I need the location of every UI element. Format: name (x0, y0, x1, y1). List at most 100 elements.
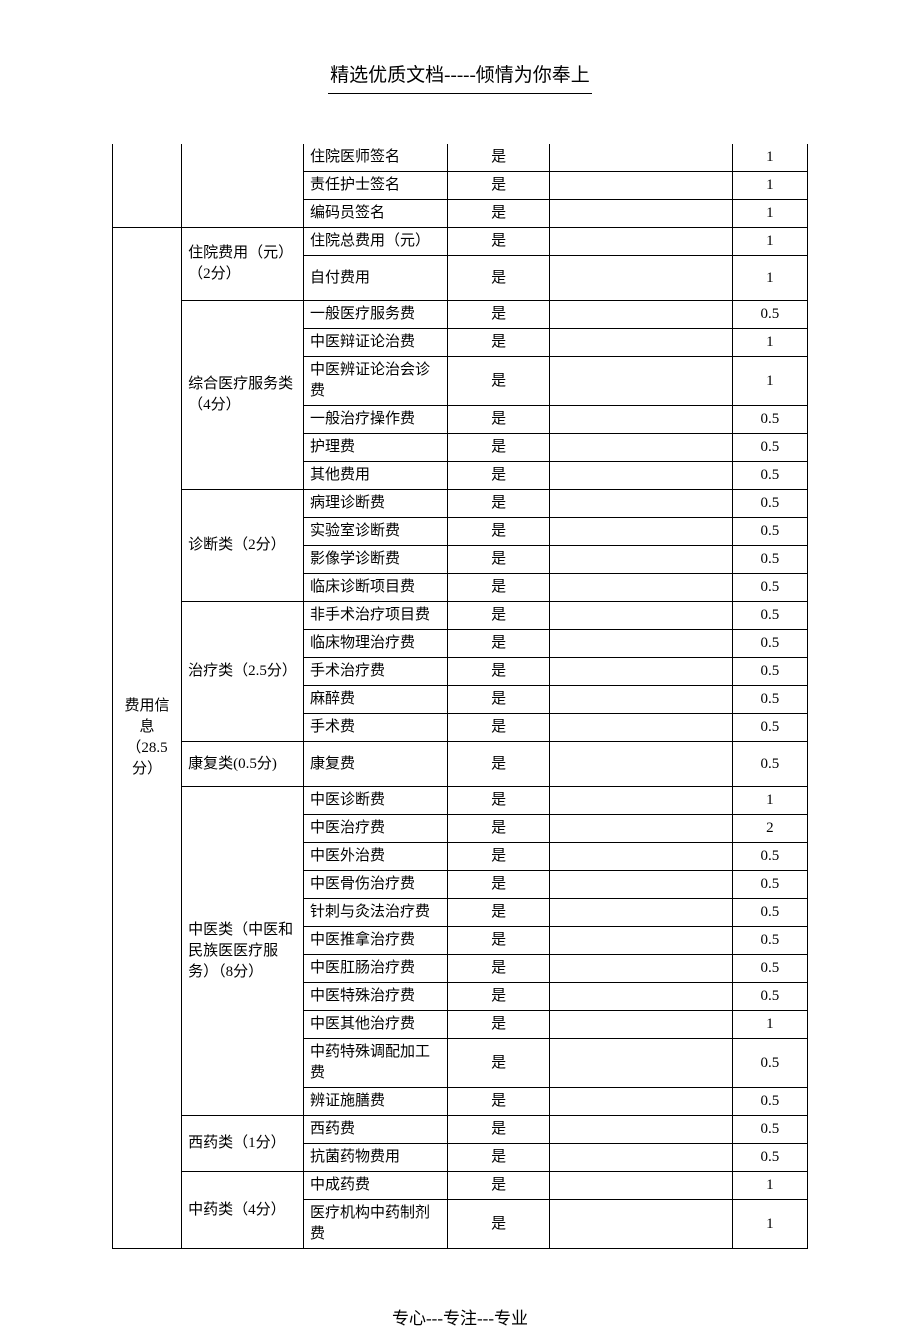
score-cell: 0.5 (732, 1088, 807, 1116)
group-label: 治疗类（2.5分） (182, 602, 304, 742)
blank-cell (549, 1200, 732, 1249)
yes-cell: 是 (448, 955, 550, 983)
score-cell: 0.5 (732, 658, 807, 686)
yes-cell: 是 (448, 843, 550, 871)
blank-cell (549, 658, 732, 686)
score-cell: 1 (732, 228, 807, 256)
yes-cell: 是 (448, 256, 550, 301)
score-cell: 0.5 (732, 301, 807, 329)
yes-cell: 是 (448, 1200, 550, 1249)
item-name-cell: 临床物理治疗费 (304, 630, 448, 658)
blank-cell (549, 602, 732, 630)
score-cell: 1 (732, 1011, 807, 1039)
yes-cell: 是 (448, 490, 550, 518)
blank-cell (549, 406, 732, 434)
yes-cell: 是 (448, 546, 550, 574)
blank-cell (549, 899, 732, 927)
yes-cell: 是 (448, 815, 550, 843)
score-cell: 0.5 (732, 843, 807, 871)
score-cell: 0.5 (732, 406, 807, 434)
yes-cell: 是 (448, 686, 550, 714)
blank-cell (549, 518, 732, 546)
item-name-cell: 实验室诊断费 (304, 518, 448, 546)
blank-cell (549, 630, 732, 658)
blank-cell (549, 1088, 732, 1116)
item-name-cell: 一般治疗操作费 (304, 406, 448, 434)
blank-cell (549, 301, 732, 329)
yes-cell: 是 (448, 1172, 550, 1200)
blank-cell (549, 742, 732, 787)
item-name-cell: 中医其他治疗费 (304, 1011, 448, 1039)
blank-cell (549, 983, 732, 1011)
yes-cell: 是 (448, 658, 550, 686)
item-name-cell: 护理费 (304, 434, 448, 462)
score-cell: 0.5 (732, 1144, 807, 1172)
blank-cell (549, 843, 732, 871)
item-name-cell: 中医骨伤治疗费 (304, 871, 448, 899)
group-label: 中药类（4分） (182, 1172, 304, 1249)
yes-cell: 是 (448, 742, 550, 787)
score-cell: 1 (732, 256, 807, 301)
score-cell: 0.5 (732, 1116, 807, 1144)
item-name-cell: 非手术治疗项目费 (304, 602, 448, 630)
item-name-cell: 麻醉费 (304, 686, 448, 714)
item-name-cell: 辨证施膳费 (304, 1088, 448, 1116)
item-name-cell: 抗菌药物费用 (304, 1144, 448, 1172)
yes-cell: 是 (448, 434, 550, 462)
blank-cell (549, 815, 732, 843)
blank-cell (549, 574, 732, 602)
yes-cell: 是 (448, 574, 550, 602)
item-name-cell: 手术费 (304, 714, 448, 742)
section-cell-prev1 (113, 144, 182, 228)
score-cell: 0.5 (732, 434, 807, 462)
yes-cell: 是 (448, 714, 550, 742)
item-name-cell: 病理诊断费 (304, 490, 448, 518)
score-cell: 0.5 (732, 983, 807, 1011)
score-cell: 0.5 (732, 518, 807, 546)
item-name-cell: 编码员签名 (304, 200, 448, 228)
yes-cell: 是 (448, 871, 550, 899)
item-name-cell: 自付费用 (304, 256, 448, 301)
score-cell: 1 (732, 172, 807, 200)
blank-cell (549, 144, 732, 172)
score-cell: 0.5 (732, 462, 807, 490)
yes-cell: 是 (448, 1144, 550, 1172)
item-name-cell: 中医治疗费 (304, 815, 448, 843)
score-cell: 0.5 (732, 686, 807, 714)
yes-cell: 是 (448, 406, 550, 434)
blank-cell (549, 228, 732, 256)
yes-cell: 是 (448, 228, 550, 256)
blank-cell (549, 546, 732, 574)
score-cell: 1 (732, 329, 807, 357)
score-cell: 0.5 (732, 871, 807, 899)
score-cell: 1 (732, 787, 807, 815)
yes-cell: 是 (448, 1039, 550, 1088)
blank-cell (549, 955, 732, 983)
blank-cell (549, 787, 732, 815)
item-name-cell: 中医辨证论治会诊费 (304, 357, 448, 406)
fee-table: 住院医师签名是1责任护士签名是1编码员签名是1费用信息（28.5分）住院费用（元… (112, 144, 808, 1249)
item-name-cell: 西药费 (304, 1116, 448, 1144)
item-name-cell: 中成药费 (304, 1172, 448, 1200)
score-cell: 2 (732, 815, 807, 843)
section-cell-prev2 (182, 144, 304, 228)
blank-cell (549, 329, 732, 357)
blank-cell (549, 357, 732, 406)
yes-cell: 是 (448, 301, 550, 329)
blank-cell (549, 871, 732, 899)
score-cell: 0.5 (732, 899, 807, 927)
score-cell: 1 (732, 1200, 807, 1249)
yes-cell: 是 (448, 983, 550, 1011)
score-cell: 0.5 (732, 630, 807, 658)
score-cell: 0.5 (732, 714, 807, 742)
yes-cell: 是 (448, 602, 550, 630)
item-name-cell: 中医诊断费 (304, 787, 448, 815)
blank-cell (549, 1039, 732, 1088)
item-name-cell: 一般医疗服务费 (304, 301, 448, 329)
group-label: 住院费用（元）（2分） (182, 228, 304, 301)
group-label: 综合医疗服务类（4分） (182, 301, 304, 490)
blank-cell (549, 172, 732, 200)
blank-cell (549, 1144, 732, 1172)
page-header: 精选优质文档-----倾情为你奉上 (328, 60, 592, 94)
item-name-cell: 中医特殊治疗费 (304, 983, 448, 1011)
